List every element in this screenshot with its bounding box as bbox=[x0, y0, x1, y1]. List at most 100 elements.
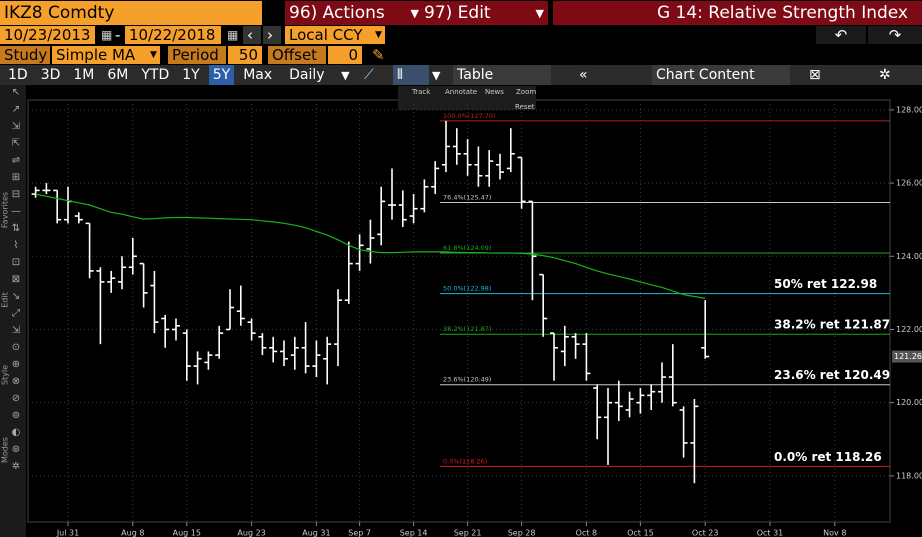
y-tick-label: 120.00 bbox=[896, 398, 922, 407]
chart-tool[interactable]: Reset bbox=[515, 103, 535, 111]
ohlc-bar bbox=[582, 333, 591, 381]
range-dash: - bbox=[115, 26, 121, 44]
prev-button[interactable]: ‹ bbox=[243, 26, 261, 44]
chart: ↖ ↗ ⇲ ⇱ ⇌ ⊞ ⊟ — ⇅ ⌇ ⊡ ⊠ ↘ ⤢ ⇲ ⊙ ⊕ ⊗ ⊘ ⊚ ◐ ⊛ ✲ Favorites Edit Styl… bbox=[0, 85, 922, 537]
dropdown-icon[interactable]: ▼ bbox=[432, 68, 441, 82]
edit-menu[interactable]: 97) Edit ▼ bbox=[420, 1, 548, 25]
collapse-button[interactable]: « bbox=[579, 67, 588, 83]
ohlc-bar bbox=[604, 388, 612, 465]
ohlc-bar bbox=[593, 384, 602, 440]
ohlc-bar bbox=[658, 362, 666, 403]
y-tick-label: 118.00 bbox=[896, 471, 922, 480]
currency-dropdown[interactable]: ▼ bbox=[371, 26, 385, 44]
redo-button[interactable]: ↷ bbox=[868, 26, 922, 44]
fib-label: 76.4%(125.47) bbox=[443, 193, 491, 201]
calendar-icon[interactable]: ▦ bbox=[101, 28, 113, 42]
sidebar-tool: ⇌ bbox=[12, 155, 20, 166]
ohlc-bar bbox=[334, 289, 342, 367]
ohlc-bar bbox=[226, 289, 234, 331]
chart-tool[interactable]: Annotate bbox=[445, 88, 477, 96]
study-dropdown[interactable]: ▼ bbox=[146, 46, 160, 64]
ohlc-bar bbox=[139, 262, 148, 308]
y-tick-label: 126.00 bbox=[896, 179, 922, 188]
chart-tool[interactable]: Zoom bbox=[516, 88, 536, 96]
sidebar-tool: ⇲ bbox=[12, 121, 21, 132]
ticker[interactable]: IKZ8 Comdty bbox=[0, 1, 262, 25]
sidebar-tool: ↖ bbox=[12, 87, 20, 98]
calendar-icon[interactable]: ▦ bbox=[227, 28, 239, 42]
x-tick-label: Sep 21 bbox=[454, 529, 482, 537]
settings-button[interactable]: ✲ bbox=[879, 67, 891, 83]
study-row: Study Simple MA ▼ Period 50 Offset 0 ✎ bbox=[0, 46, 922, 65]
ohlc-bar bbox=[442, 120, 450, 173]
start-date[interactable]: 10/23/2013 bbox=[0, 26, 95, 44]
line-tool[interactable]: ⟋ bbox=[364, 67, 374, 83]
end-date[interactable]: 10/22/2018 bbox=[125, 26, 221, 44]
sidebar-tool: ⊙ bbox=[12, 342, 20, 353]
ohlc-bar bbox=[409, 194, 418, 224]
x-tick-label: Oct 8 bbox=[576, 529, 597, 537]
pencil-icon[interactable]: ✎ bbox=[372, 46, 385, 64]
study-label: Study bbox=[0, 46, 50, 64]
ohlc-bar bbox=[420, 179, 429, 213]
ohlc-bar bbox=[550, 332, 558, 381]
undo-button[interactable]: ↶ bbox=[816, 26, 866, 44]
period-button[interactable]: 5Y bbox=[208, 65, 235, 85]
y-tick-label: 122.00 bbox=[896, 325, 922, 334]
ohlc-bar bbox=[107, 270, 116, 293]
frequency-button[interactable]: Daily bbox=[289, 67, 325, 83]
sidebar-label: Edit bbox=[1, 292, 10, 308]
ohlc-bar bbox=[355, 234, 364, 271]
chart-tool[interactable]: Track bbox=[411, 88, 431, 96]
offset-label: Offset bbox=[268, 46, 326, 64]
period-button[interactable]: Max bbox=[243, 67, 273, 83]
ohlc-bar bbox=[118, 256, 126, 290]
content-button[interactable]: Chart Content bbox=[652, 65, 790, 85]
x-tick-label: Sep 7 bbox=[348, 529, 371, 537]
fib-label: 61.8%(124.09) bbox=[443, 244, 491, 252]
actions-menu[interactable]: 96) Actions ▼ bbox=[285, 1, 423, 25]
fib-label: 100.0%(127.70) bbox=[443, 112, 496, 120]
edit-button[interactable]: ⊠ bbox=[809, 67, 821, 83]
next-button[interactable]: › bbox=[263, 26, 281, 44]
sidebar-tool: ⊛ bbox=[12, 444, 20, 455]
ohlc-bar bbox=[204, 351, 213, 370]
ohlc-bar bbox=[42, 183, 51, 195]
sidebar-tool: ◐ bbox=[12, 427, 21, 438]
ohlc-bar bbox=[193, 351, 202, 385]
ohlc-bar bbox=[323, 336, 332, 385]
sidebar-tool: ⊘ bbox=[12, 393, 20, 404]
ohlc-bar bbox=[701, 300, 710, 359]
study-type[interactable]: Simple MA bbox=[52, 46, 146, 64]
currency[interactable]: Local CCY bbox=[285, 26, 371, 44]
offset-input[interactable]: 0 bbox=[328, 46, 362, 64]
sidebar-tool: — bbox=[11, 206, 21, 217]
ohlc-bar bbox=[560, 325, 569, 367]
dropdown-icon[interactable]: ▼ bbox=[341, 68, 350, 82]
fib-annotation: 50% ret 122.98 bbox=[774, 277, 877, 291]
table-button[interactable]: Table bbox=[453, 65, 551, 85]
ohlc-bar bbox=[398, 190, 407, 228]
chart-tool[interactable]: News bbox=[485, 88, 504, 96]
period-button[interactable]: 1M bbox=[73, 67, 95, 83]
period-button[interactable]: YTD bbox=[141, 67, 170, 83]
period-button[interactable]: 1D bbox=[8, 67, 28, 83]
sidebar-label: Modes bbox=[1, 437, 10, 463]
ohlc-bar bbox=[431, 161, 440, 195]
ohlc-bar bbox=[236, 285, 245, 326]
ohlc-bar bbox=[679, 406, 688, 458]
ohlc-bar bbox=[377, 186, 386, 246]
bar-tool[interactable]: ⫴ bbox=[393, 65, 429, 85]
period-button[interactable]: 1Y bbox=[182, 67, 200, 83]
sidebar-tool: ⇅ bbox=[12, 223, 20, 234]
ohlc-bar bbox=[96, 267, 105, 345]
period-button[interactable]: 3D bbox=[40, 67, 61, 83]
ohlc-bar bbox=[344, 241, 353, 304]
period-input[interactable]: 50 bbox=[228, 46, 262, 64]
ohlc-bar bbox=[215, 325, 224, 359]
title-row: IKZ8 Comdty 96) Actions ▼ 97) Edit ▼ G 14:… bbox=[0, 0, 922, 26]
y-tick-label: 124.00 bbox=[896, 252, 922, 261]
period-button[interactable]: 6M bbox=[107, 67, 129, 83]
ohlc-bar bbox=[128, 237, 137, 275]
x-tick-label: Jul 31 bbox=[56, 529, 79, 537]
